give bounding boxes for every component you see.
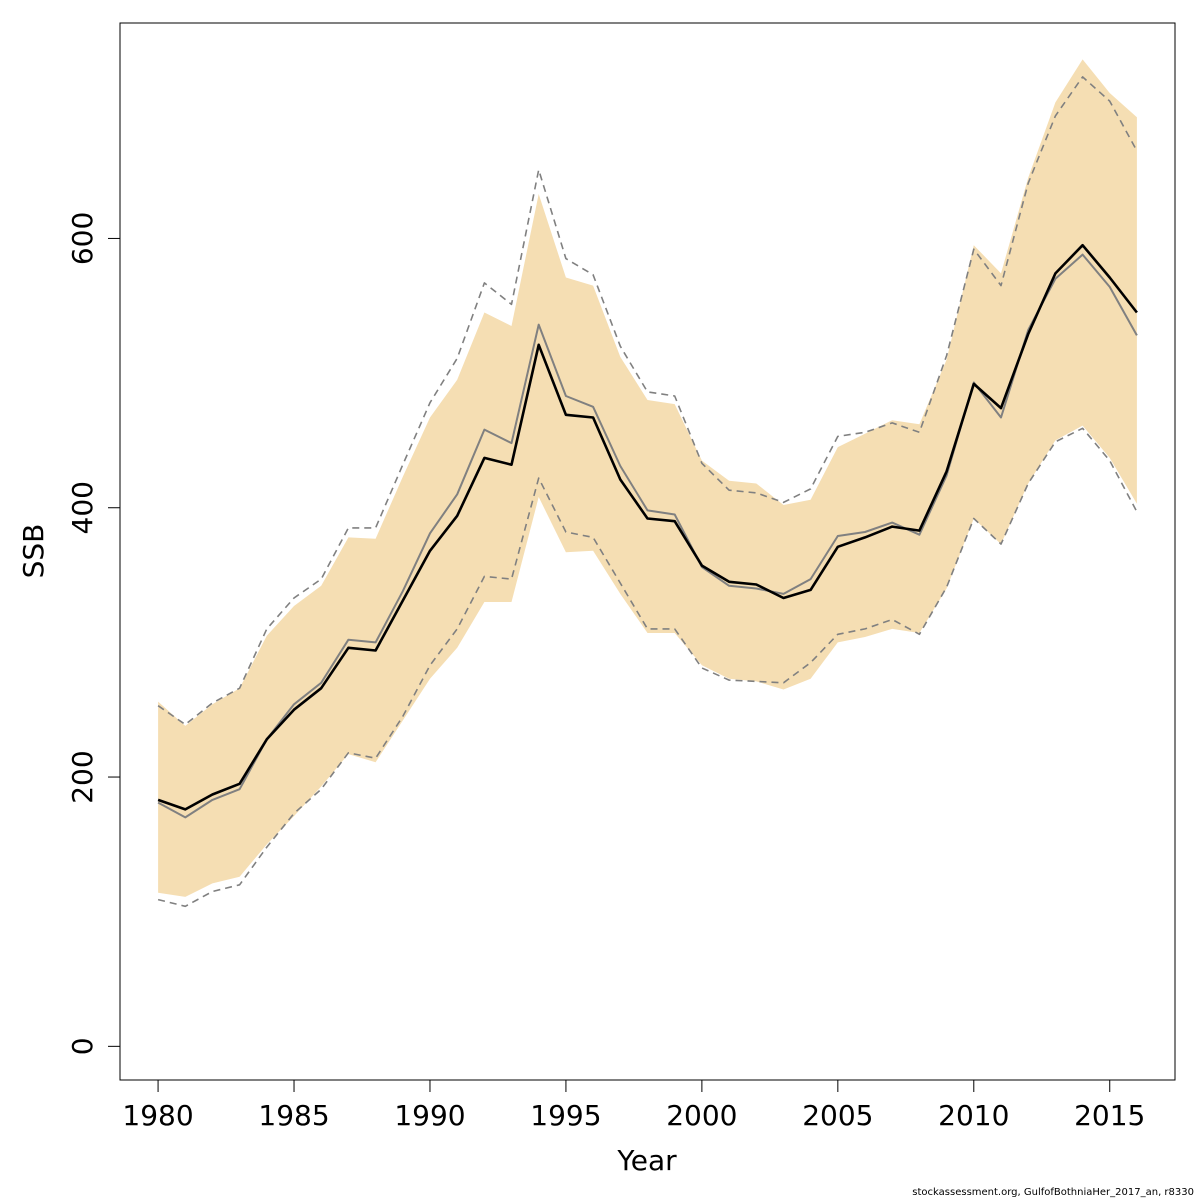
estimate-line [157,243,1138,811]
y-tick-label: 400 [66,481,99,534]
previous-estimate-line [157,253,1138,819]
previous-lower-line [157,427,1138,908]
y-tick-label: 0 [66,1037,99,1055]
x-tick-label: 1990 [394,1099,465,1132]
confidence-band-layer [158,59,1137,897]
previous-upper-line [157,76,1138,726]
y-tick-label: 600 [66,212,99,265]
y-tick-label: 200 [66,750,99,803]
x-tick-label: 1980 [122,1099,193,1132]
x-tick-label: 1985 [258,1099,329,1132]
x-tick-label: 2010 [938,1099,1009,1132]
series-lines-layer [157,76,1138,908]
x-axis: 1980 1985 1990 1995 2000 2005 2010 2015 [122,1079,1145,1132]
y-axis: 0 200 400 600 [66,212,121,1055]
x-tick-label: 2000 [666,1099,737,1132]
x-tick-label: 1995 [530,1099,601,1132]
footer-credit: stockassessment.org, GulfofBothniaHer_20… [912,1187,1194,1198]
x-tick-label: 2015 [1074,1099,1145,1132]
x-tick-label: 2005 [802,1099,873,1132]
confidence-band [158,59,1137,897]
x-axis-title: Year [616,1144,677,1177]
y-axis-title: SSB [17,524,50,579]
